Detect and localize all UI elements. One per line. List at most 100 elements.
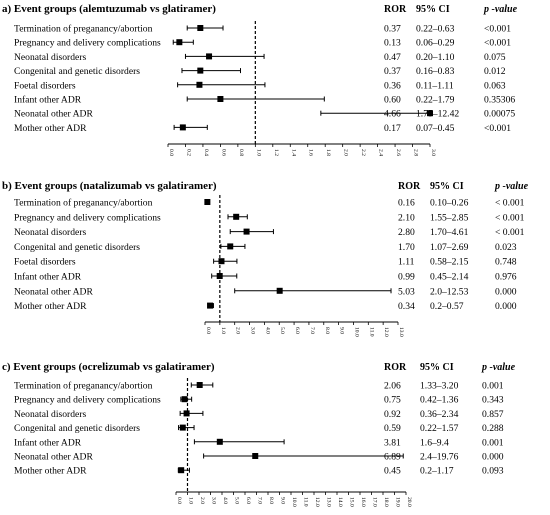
x-tick-label: 2.2 [360, 149, 366, 156]
x-tick-label: 2.0 [343, 149, 349, 156]
ror-value: 0.99 [398, 272, 415, 283]
p-value: 0.000 [495, 301, 517, 312]
ror-point [276, 287, 283, 294]
x-tick-label: 17.0 [372, 497, 378, 507]
row-label: Neonatal other ADR [14, 286, 93, 297]
ci-value: 0.22–1.57 [420, 423, 459, 434]
ci-value: 1.6–9.4 [420, 437, 449, 448]
ror-point [206, 53, 213, 60]
x-tick-label: 11.0 [368, 327, 374, 337]
row-label: Congenital and genetic disorders [14, 242, 140, 253]
ci-value: 0.58–2.15 [430, 257, 469, 268]
ror-point [218, 258, 225, 265]
row-label: Congenital and genetic disorders [14, 66, 140, 77]
ror-header: ROR [398, 181, 421, 192]
ci-value: 0.06–0.29 [416, 38, 455, 49]
ror-value: 4.66 [384, 109, 401, 120]
p-value-header: p -value [494, 181, 529, 192]
ror-value: 0.47 [384, 52, 401, 63]
row-label: Pregnancy and delivery complications [14, 395, 161, 406]
ror-value: 0.37 [384, 24, 401, 35]
ror-point [196, 382, 203, 388]
ci-value: 1.70–4.61 [430, 227, 469, 238]
p-value-header: p -value [483, 4, 518, 15]
ror-point [181, 396, 188, 403]
x-tick-label: 0.6 [220, 149, 226, 156]
p-value: 0.093 [482, 466, 504, 477]
x-tick-label: 15.0 [349, 497, 355, 507]
row-label: Termination of preganancy/abortion [14, 198, 153, 209]
p-value: < 0.001 [495, 212, 525, 223]
row-label: Neonatal other ADR [14, 452, 93, 463]
ror-point [178, 467, 185, 474]
ci-value: 0.45–2.14 [430, 272, 469, 283]
ror-value: 6.89 [384, 452, 401, 463]
ror-point [197, 67, 204, 74]
x-tick-label: 6.0 [245, 497, 251, 504]
ror-point [233, 213, 240, 220]
row-label: Congenital and genetic disorders [14, 423, 140, 434]
p-value: 0.001 [482, 381, 504, 392]
ror-value: 0.45 [384, 466, 401, 477]
row-label: Neonatal disorders [14, 52, 86, 63]
ror-value: 5.03 [398, 286, 415, 297]
x-tick-label: 13.0 [326, 497, 332, 507]
p-value: 0.063 [484, 80, 506, 91]
p-value: 0.748 [495, 257, 517, 268]
x-tick-label: 2.4 [378, 149, 384, 156]
panel-title: c) Event groups (ocrelizumab vs galatira… [2, 361, 215, 373]
ror-value: 0.92 [384, 409, 401, 420]
x-tick-label: 19.0 [395, 497, 401, 507]
x-tick-label: 13.0 [398, 327, 404, 337]
x-tick-label: 0.0 [205, 327, 211, 334]
ci-value: 1.07–2.69 [430, 242, 469, 253]
p-value: < 0.001 [495, 198, 525, 209]
p-value: 0.288 [482, 423, 504, 434]
panel-title: b) Event groups (natalizumab vs galatira… [2, 180, 217, 192]
ci-value: 0.11–1.11 [416, 80, 454, 91]
ror-point [216, 273, 223, 279]
ci-value: 0.22–1.79 [416, 95, 455, 106]
ror-point [179, 124, 186, 131]
x-tick-label: 9.0 [339, 327, 345, 334]
ror-value: 2.06 [384, 381, 401, 392]
ci-value: 0.2–0.57 [430, 301, 464, 312]
ror-point [427, 110, 433, 117]
ci-value: 2.4–19.76 [420, 452, 459, 463]
ror-point [243, 228, 250, 235]
p-value: 0.001 [482, 437, 504, 448]
x-tick-label: 1.0 [255, 149, 261, 156]
x-tick-label: 0.8 [238, 149, 244, 156]
ror-point [196, 81, 203, 88]
ror-value: 0.34 [398, 301, 415, 312]
ci-value: 0.2–1.17 [420, 466, 454, 477]
row-label: Neonatal disorders [14, 409, 86, 420]
ror-point [252, 453, 259, 459]
x-tick-label: 4.0 [222, 497, 228, 504]
p-value: 0.343 [482, 395, 504, 406]
row-label: Termination of preganancy/abortion [14, 381, 153, 392]
row-label: Foetal disorders [14, 257, 76, 268]
x-tick-label: 12.0 [314, 497, 320, 507]
p-value: 0.000 [495, 286, 517, 297]
x-tick-label: 14.0 [337, 497, 343, 507]
ror-header: ROR [384, 4, 407, 15]
row-label: Mother other ADR [14, 466, 87, 477]
ror-value: 2.10 [398, 212, 415, 223]
ror-value: 0.17 [384, 123, 401, 134]
x-tick-label: 1.8 [325, 149, 331, 156]
ror-value: 0.36 [384, 80, 401, 91]
ci-value: 0.42–1.36 [420, 395, 459, 406]
ror-point [197, 25, 204, 31]
ror-point [204, 199, 211, 205]
ror-value: 0.13 [384, 38, 401, 49]
x-tick-label: 9.0 [280, 497, 286, 504]
x-tick-label: 10.0 [291, 497, 297, 507]
x-tick-label: 2.0 [199, 497, 205, 504]
x-tick-label: 0.0 [176, 497, 182, 504]
row-label: Infant other ADR [14, 272, 82, 283]
x-tick-label: 0.4 [203, 149, 209, 156]
ci-value: 0.22–0.63 [416, 24, 455, 35]
x-tick-label: 1.0 [220, 327, 226, 334]
x-tick-label: 1.2 [273, 149, 279, 156]
